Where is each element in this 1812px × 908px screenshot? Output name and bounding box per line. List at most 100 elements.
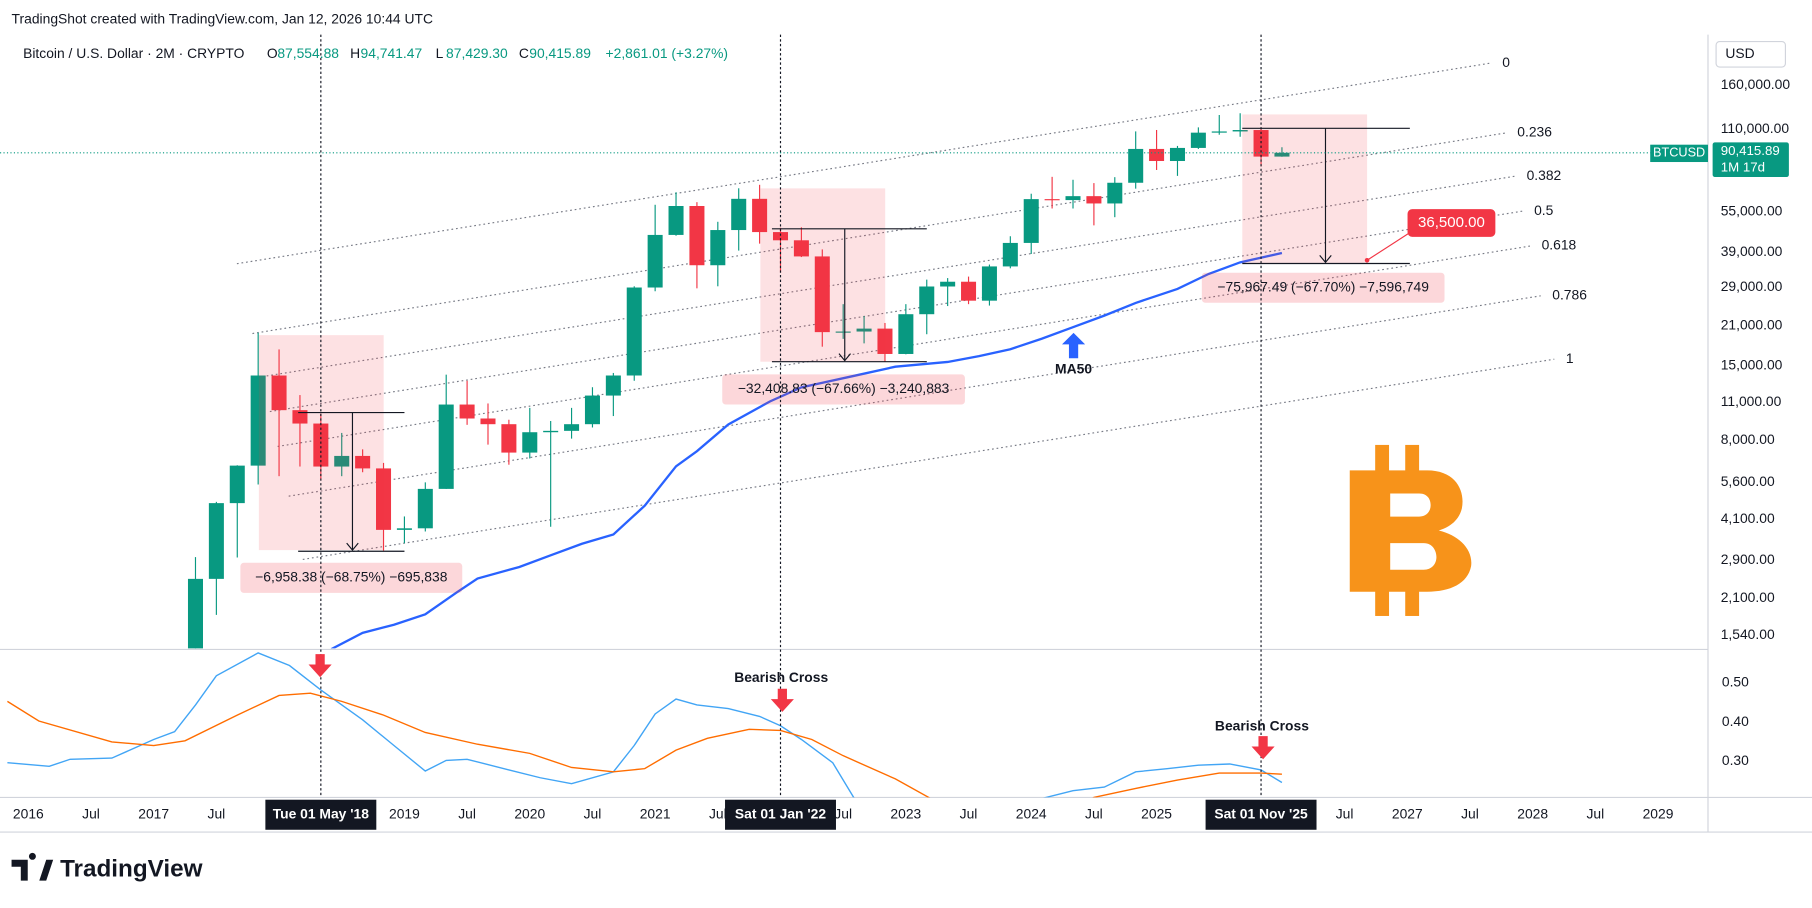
logo-part xyxy=(1375,444,1390,474)
y-tick-label: 39,000.00 xyxy=(1721,243,1783,259)
candle-body xyxy=(919,286,935,315)
candle-body xyxy=(1002,242,1018,267)
candle-body xyxy=(584,395,600,425)
candle-body xyxy=(1044,199,1060,201)
y-tick-label: 160,000.00 xyxy=(1721,76,1791,92)
date-marker-label: Sat 01 Jan '22 xyxy=(735,805,826,821)
price-tag-text: 90,415.89 xyxy=(1721,143,1780,158)
ohlc-key: O xyxy=(267,45,278,61)
x-tick-label: Jul xyxy=(458,805,476,821)
fib-line xyxy=(302,358,1555,561)
candle-body xyxy=(1107,182,1123,204)
measure-label-bg xyxy=(722,374,965,405)
candle-body xyxy=(1149,148,1165,162)
x-tick-label: 2023 xyxy=(890,805,921,821)
candle-body xyxy=(417,488,433,529)
indicator-line xyxy=(7,652,1283,798)
x-tick-label: Jul xyxy=(584,805,602,821)
candle-body xyxy=(835,331,851,333)
candle-body xyxy=(752,198,768,233)
date-marker-box xyxy=(265,799,377,830)
indicator-line xyxy=(7,692,1282,798)
logo-part xyxy=(1375,587,1390,616)
ohlc-value: 90,415.89 xyxy=(529,45,591,61)
fib-label: 0.236 xyxy=(1517,124,1552,140)
currency-box xyxy=(1715,41,1786,68)
fib-line xyxy=(236,62,1491,265)
candle-body xyxy=(1086,196,1102,204)
x-tick-label: 2025 xyxy=(1141,805,1172,821)
candle-body xyxy=(772,232,789,241)
ohlc-key: H xyxy=(350,45,360,61)
range-box xyxy=(760,188,886,362)
footer-logo: TradingView xyxy=(11,852,203,883)
candle-body xyxy=(396,528,412,530)
candle-body xyxy=(292,410,308,424)
candle-body xyxy=(793,240,809,257)
candle-body xyxy=(1023,199,1039,243)
target-tag xyxy=(1407,209,1496,237)
price-tag xyxy=(1712,142,1789,178)
y-tick-label: 2,100.00 xyxy=(1721,589,1775,605)
currency: USD xyxy=(1725,45,1754,61)
fib-label: 0.786 xyxy=(1552,286,1587,302)
x-tick-label: 2029 xyxy=(1643,805,1674,821)
arrow-head xyxy=(346,542,359,551)
y-tick-label: 110,000.00 xyxy=(1721,120,1790,136)
price-pane xyxy=(187,62,1555,649)
x-tick-label: Jul xyxy=(82,805,100,821)
measure-label-bg xyxy=(1201,272,1445,303)
x-tick-label: Jul xyxy=(1586,805,1604,821)
arrow-head xyxy=(1319,255,1332,264)
fib-label: 1 xyxy=(1566,350,1574,366)
ma50-line xyxy=(330,251,1283,649)
logo-part xyxy=(1405,444,1420,474)
candle-body xyxy=(689,205,705,266)
x-tick-label: Jul xyxy=(960,805,978,821)
cross-arrow xyxy=(308,654,332,678)
candle-body xyxy=(438,404,454,489)
candle-body xyxy=(1232,130,1248,132)
candle-body xyxy=(626,287,642,376)
indicator-tick-label: 0.40 xyxy=(1722,713,1749,729)
candle-body xyxy=(564,424,580,431)
y-tick-label: 1,540.00 xyxy=(1721,626,1775,642)
candle-body xyxy=(250,375,266,466)
candle-body xyxy=(731,198,747,231)
candle-body xyxy=(271,375,287,411)
candle-body xyxy=(187,578,203,649)
candle-body xyxy=(981,266,997,301)
candle-body xyxy=(480,418,496,425)
cross-arrow xyxy=(1251,736,1275,760)
footer-text: TradingView xyxy=(60,856,203,883)
annotation: Bearish Cross xyxy=(1215,718,1309,734)
x-tick-label: 2024 xyxy=(1016,805,1047,821)
x-tick-label: Jul xyxy=(208,805,226,821)
x-tick-label: Jul xyxy=(1085,805,1103,821)
change: +2,861.01 (+3.27%) xyxy=(606,45,729,61)
fib-line xyxy=(252,132,1506,335)
fib-label: 0.618 xyxy=(1542,237,1577,253)
x-tick-label: 2021 xyxy=(640,805,671,821)
candle-body xyxy=(814,256,830,333)
x-tick-label: Jul xyxy=(834,805,852,821)
logo-part xyxy=(1405,587,1420,616)
date-marker-label: Sat 01 Nov '25 xyxy=(1214,805,1308,821)
candle-body xyxy=(940,281,956,287)
fib-line xyxy=(269,210,1523,413)
candle-body xyxy=(208,503,224,579)
fib-line xyxy=(261,175,1516,378)
target-line xyxy=(1366,230,1413,261)
measure-label: −6,958.38 (−68.75%) −695,838 xyxy=(255,568,448,584)
candle-body xyxy=(501,424,517,453)
candle-body xyxy=(710,230,726,266)
x-tick-label: Jul xyxy=(709,805,727,821)
measure-label-bg xyxy=(240,562,463,593)
y-tick-label: 15,000.00 xyxy=(1721,356,1783,372)
target-dot xyxy=(1364,257,1370,263)
y-tick-label: 8,000.00 xyxy=(1721,431,1775,447)
logo-b xyxy=(1349,470,1472,592)
candle-body xyxy=(355,455,371,469)
ohlc-key: L xyxy=(436,45,444,61)
